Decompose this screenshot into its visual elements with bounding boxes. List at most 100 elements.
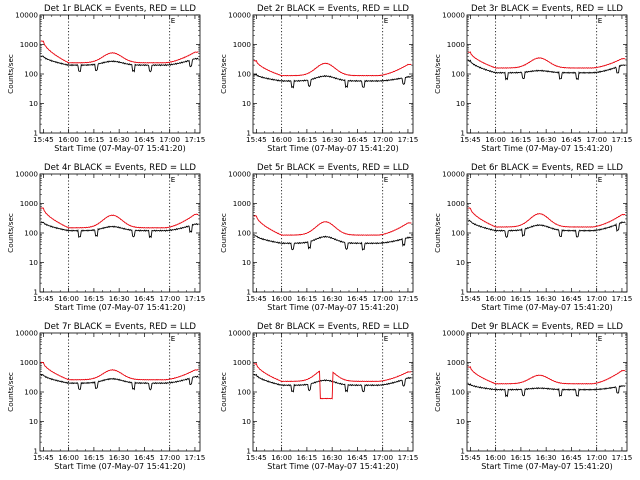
x-tick-label: 16:30	[536, 135, 557, 144]
y-tick-label: 100	[24, 229, 38, 238]
x-tick-label: 16:30	[322, 453, 343, 462]
x-tick-label: 17:15	[185, 135, 206, 144]
x-tick-label: 16:30	[536, 453, 557, 462]
y-tick-label: 1	[460, 288, 465, 297]
x-tick-label: 16:30	[536, 294, 557, 303]
x-axis-label: Start Time (07-May-07 15:41:20)	[267, 303, 398, 312]
series-lld	[467, 207, 626, 228]
x-axis-label: Start Time (07-May-07 15:41:20)	[481, 144, 612, 153]
series-events	[40, 221, 199, 239]
y-axis-label: Counts/sec	[6, 213, 15, 253]
series-lld	[40, 40, 199, 64]
panel-title: Det 9r BLACK = Events, RED = LLD	[471, 322, 623, 332]
panel-title: Det 2r BLACK = Events, RED = LLD	[257, 4, 409, 14]
panel-4: Det 4r BLACK = Events, RED = LLD 1 10 100 10…	[6, 163, 205, 312]
panel-6: Det 6r BLACK = Events, RED = LLD 1 10 100 10…	[433, 163, 632, 312]
event-marker: E	[598, 334, 603, 343]
y-tick-label: 10	[29, 417, 39, 426]
y-tick-label: 10	[456, 417, 466, 426]
y-tick-label: 1000	[20, 199, 39, 208]
series-events	[467, 59, 626, 81]
series-events	[40, 373, 199, 391]
x-tick-label: 16:15	[84, 453, 105, 462]
y-axis-label: Counts/sec	[433, 54, 442, 94]
x-axis-label: Start Time (07-May-07 15:41:20)	[54, 462, 185, 471]
x-tick-label: 17:15	[185, 294, 206, 303]
y-axis-label: Counts/sec	[219, 372, 228, 412]
x-tick-label: 15:45	[246, 135, 267, 144]
panel-2: Det 2r BLACK = Events, RED = LLD 1 10 100 10…	[219, 4, 418, 153]
y-tick-label: 10000	[442, 329, 465, 338]
series-lld	[253, 215, 412, 236]
x-tick-label: 16:30	[322, 294, 343, 303]
y-tick-label: 1000	[233, 358, 252, 367]
x-tick-label: 17:15	[398, 135, 419, 144]
x-tick-label: 16:00	[271, 453, 292, 462]
x-tick-label: 17:00	[586, 453, 607, 462]
x-tick-label: 17:00	[159, 453, 180, 462]
y-axis-label: Counts/sec	[433, 372, 442, 412]
y-tick-label: 100	[237, 229, 251, 238]
x-tick-label: 16:45	[347, 135, 368, 144]
x-tick-label: 17:00	[586, 135, 607, 144]
y-axis-label: Counts/sec	[219, 54, 228, 94]
plot-frame	[466, 173, 628, 293]
x-tick-label: 17:00	[159, 294, 180, 303]
x-tick-label: 16:15	[84, 294, 105, 303]
event-marker: E	[171, 334, 176, 343]
panel-title: Det 5r BLACK = Events, RED = LLD	[257, 163, 409, 173]
event-marker: E	[384, 334, 389, 343]
series-events	[253, 73, 412, 89]
y-tick-label: 100	[24, 388, 38, 397]
x-tick-label: 17:00	[159, 135, 180, 144]
series-lld	[467, 51, 626, 69]
y-tick-label: 1000	[233, 40, 252, 49]
y-tick-label: 1	[246, 447, 251, 456]
x-tick-label: 16:15	[511, 135, 532, 144]
x-tick-label: 16:15	[511, 294, 532, 303]
y-axis-label: Counts/sec	[6, 372, 15, 412]
panel-5: Det 5r BLACK = Events, RED = LLD 1 10 100 10…	[219, 163, 418, 312]
panel-title: Det 8r BLACK = Events, RED = LLD	[257, 322, 409, 332]
series-lld	[40, 207, 199, 229]
y-tick-label: 100	[237, 70, 251, 79]
x-tick-label: 16:45	[134, 135, 155, 144]
panel-3: Det 3r BLACK = Events, RED = LLD 1 10 100 10…	[433, 4, 632, 153]
y-tick-label: 10	[242, 99, 252, 108]
event-marker: E	[598, 175, 603, 184]
x-tick-label: 16:15	[511, 453, 532, 462]
x-tick-label: 16:15	[297, 453, 318, 462]
plot-frame	[39, 173, 201, 293]
x-tick-label: 16:30	[109, 453, 130, 462]
x-tick-label: 16:00	[485, 135, 506, 144]
plot-frame	[466, 332, 628, 452]
y-tick-label: 1	[460, 129, 465, 138]
x-tick-label: 15:45	[33, 135, 54, 144]
x-tick-label: 17:00	[372, 135, 393, 144]
y-tick-label: 1	[33, 288, 38, 297]
y-tick-label: 10000	[442, 11, 465, 20]
y-tick-label: 10000	[228, 11, 251, 20]
y-tick-label: 10	[29, 258, 39, 267]
plot-frame	[466, 14, 628, 134]
series-events	[40, 55, 199, 73]
x-tick-label: 16:45	[561, 135, 582, 144]
series-events	[467, 383, 626, 398]
y-tick-label: 1	[33, 447, 38, 456]
panel-title: Det 6r BLACK = Events, RED = LLD	[471, 163, 623, 173]
panel-title: Det 1r BLACK = Events, RED = LLD	[44, 4, 196, 14]
event-marker: E	[171, 16, 176, 25]
series-lld	[253, 363, 412, 400]
x-tick-label: 17:15	[612, 294, 633, 303]
plot-frame	[39, 14, 201, 134]
panel-1: Det 1r BLACK = Events, RED = LLD 1 10 100 10…	[6, 4, 205, 153]
x-tick-label: 16:00	[485, 294, 506, 303]
y-tick-label: 1	[460, 447, 465, 456]
y-tick-label: 1000	[447, 40, 466, 49]
y-tick-label: 1000	[447, 358, 466, 367]
x-tick-label: 15:45	[460, 453, 481, 462]
panel-9: Det 9r BLACK = Events, RED = LLD 1 10 100 10…	[433, 322, 632, 471]
y-tick-label: 1000	[20, 40, 39, 49]
event-marker: E	[171, 175, 176, 184]
